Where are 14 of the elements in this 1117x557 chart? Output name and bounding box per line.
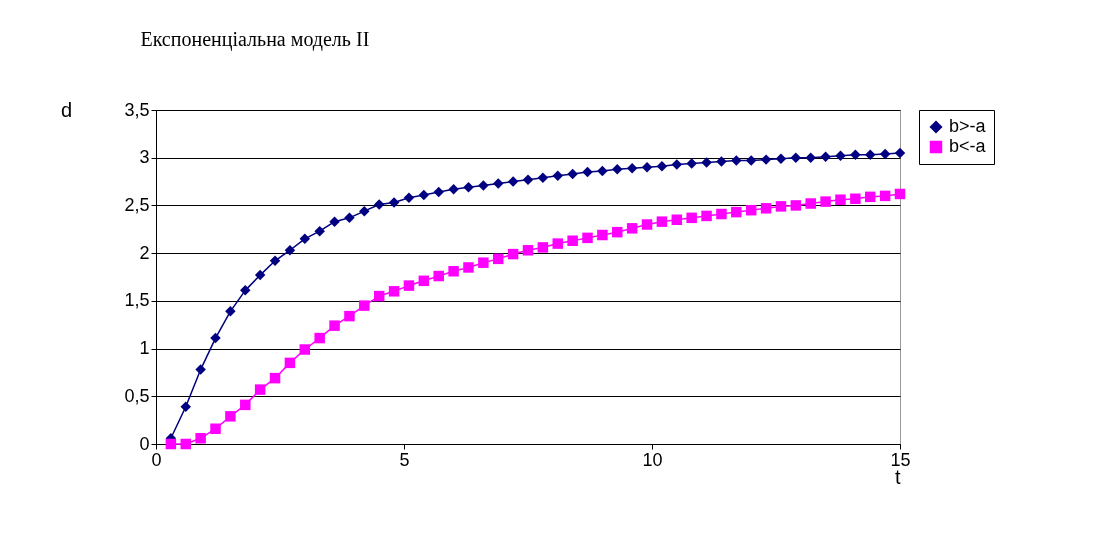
x-tick-label: 10 [642, 449, 663, 470]
y-tick-label: 3 [139, 147, 150, 168]
chart-title: Експоненціальна модель II [140, 28, 370, 51]
legend-label: b<-a [949, 136, 987, 156]
y-tick-label: 1,5 [124, 290, 150, 311]
y-axis-title: d [60, 98, 73, 121]
y-tick-label: 0,5 [124, 385, 150, 406]
legend-label: b>-a [949, 116, 987, 136]
x-tick-label: 5 [399, 449, 410, 470]
y-tick-label: 1 [139, 338, 150, 359]
y-tick-label: 2 [139, 242, 150, 263]
y-tick-label: 3,5 [124, 99, 150, 120]
y-tick-label: 2,5 [124, 194, 150, 215]
y-tick-label: 0 [139, 433, 150, 454]
